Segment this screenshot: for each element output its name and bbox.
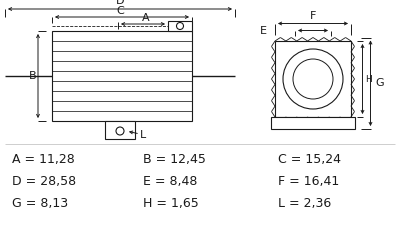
Text: L: L — [140, 130, 146, 140]
Text: F: F — [310, 10, 316, 20]
Text: A: A — [142, 13, 150, 23]
Text: F = 16,41: F = 16,41 — [278, 175, 339, 187]
Text: B: B — [29, 71, 37, 81]
Text: D = 28,58: D = 28,58 — [12, 175, 76, 187]
Bar — [52, 31, 192, 121]
Text: E = 8,48: E = 8,48 — [143, 175, 197, 187]
Text: B = 12,45: B = 12,45 — [143, 152, 206, 166]
Circle shape — [116, 127, 124, 135]
Bar — [271, 117, 355, 129]
Text: A = 11,28: A = 11,28 — [12, 152, 75, 166]
Text: C = 15,24: C = 15,24 — [278, 152, 341, 166]
Text: G = 8,13: G = 8,13 — [12, 196, 68, 209]
Text: H: H — [366, 74, 372, 83]
Text: G: G — [376, 78, 384, 88]
Bar — [168, 21, 192, 31]
Bar — [105, 121, 135, 139]
Text: D: D — [116, 0, 124, 6]
Bar — [275, 41, 351, 117]
Text: L = 2,36: L = 2,36 — [278, 196, 331, 209]
Text: H = 1,65: H = 1,65 — [143, 196, 199, 209]
Circle shape — [283, 49, 343, 109]
Circle shape — [176, 22, 184, 29]
Text: E: E — [260, 25, 267, 36]
Text: C: C — [116, 6, 124, 16]
Circle shape — [293, 59, 333, 99]
